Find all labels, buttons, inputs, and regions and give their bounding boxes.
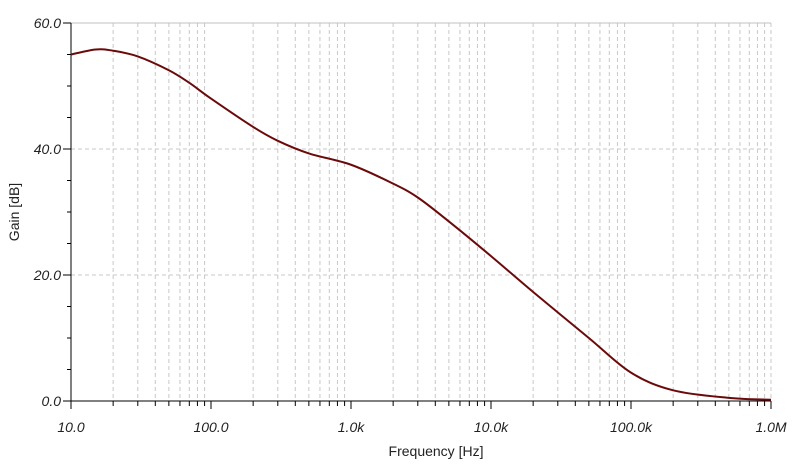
grid — [71, 22, 772, 401]
x-tick-label: 1.0M — [755, 419, 786, 435]
y-tick-label: 60.0 — [34, 15, 61, 31]
axes — [63, 22, 772, 409]
x-tick-label: 10.0k — [474, 419, 509, 435]
x-tick-label: 1.0k — [338, 419, 365, 435]
x-tick-label: 10.0 — [57, 419, 84, 435]
tick-labels: 10.0 100.0 1.0k 10.0k 100.0k 1.0M 0.0 20.0 40.0 6… — [33, 15, 787, 435]
y-tick-label: 40.0 — [34, 141, 61, 157]
y-tick-label: 0.0 — [42, 393, 62, 409]
y-tick-label: 20.0 — [33, 267, 61, 283]
y-axis-label: Gain [dB] — [6, 183, 22, 241]
x-tick-label: 100.0 — [193, 419, 228, 435]
gain-curve — [70, 48, 772, 401]
x-tick-label: 100.0k — [610, 419, 653, 435]
x-axis-label: Frequency [Hz] — [389, 443, 484, 459]
